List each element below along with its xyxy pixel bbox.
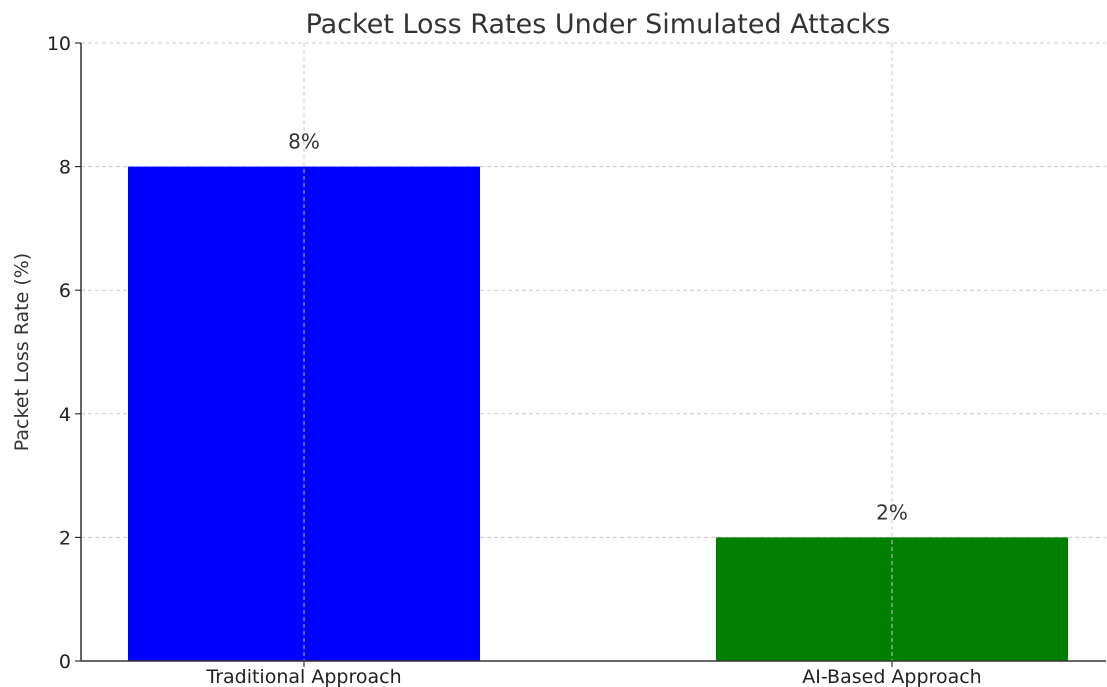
y-tick-label: 4 [59,404,71,426]
chart-title: Packet Loss Rates Under Simulated Attack… [306,9,891,40]
bar-value-label: 8% [288,130,320,154]
x-tick-label: Traditional Approach [205,666,401,687]
axes [80,43,1106,662]
y-tick-label: 8 [59,157,71,179]
bars [128,43,1068,661]
x-tick-label: AI-Based Approach [802,666,981,687]
y-ticks: 0 2 4 6 8 10 [47,33,81,673]
y-tick-label: 6 [59,280,71,302]
x-ticks: Traditional Approach AI-Based Approach [205,661,982,687]
y-tick-label: 10 [47,33,71,55]
y-axis-label: Packet Loss Rate (%) [11,253,33,451]
y-tick-label: 0 [59,651,71,673]
y-tick-label: 2 [59,527,71,549]
bar-value-label: 2% [876,500,908,524]
bar-value-labels: 8% 2% [288,130,908,525]
